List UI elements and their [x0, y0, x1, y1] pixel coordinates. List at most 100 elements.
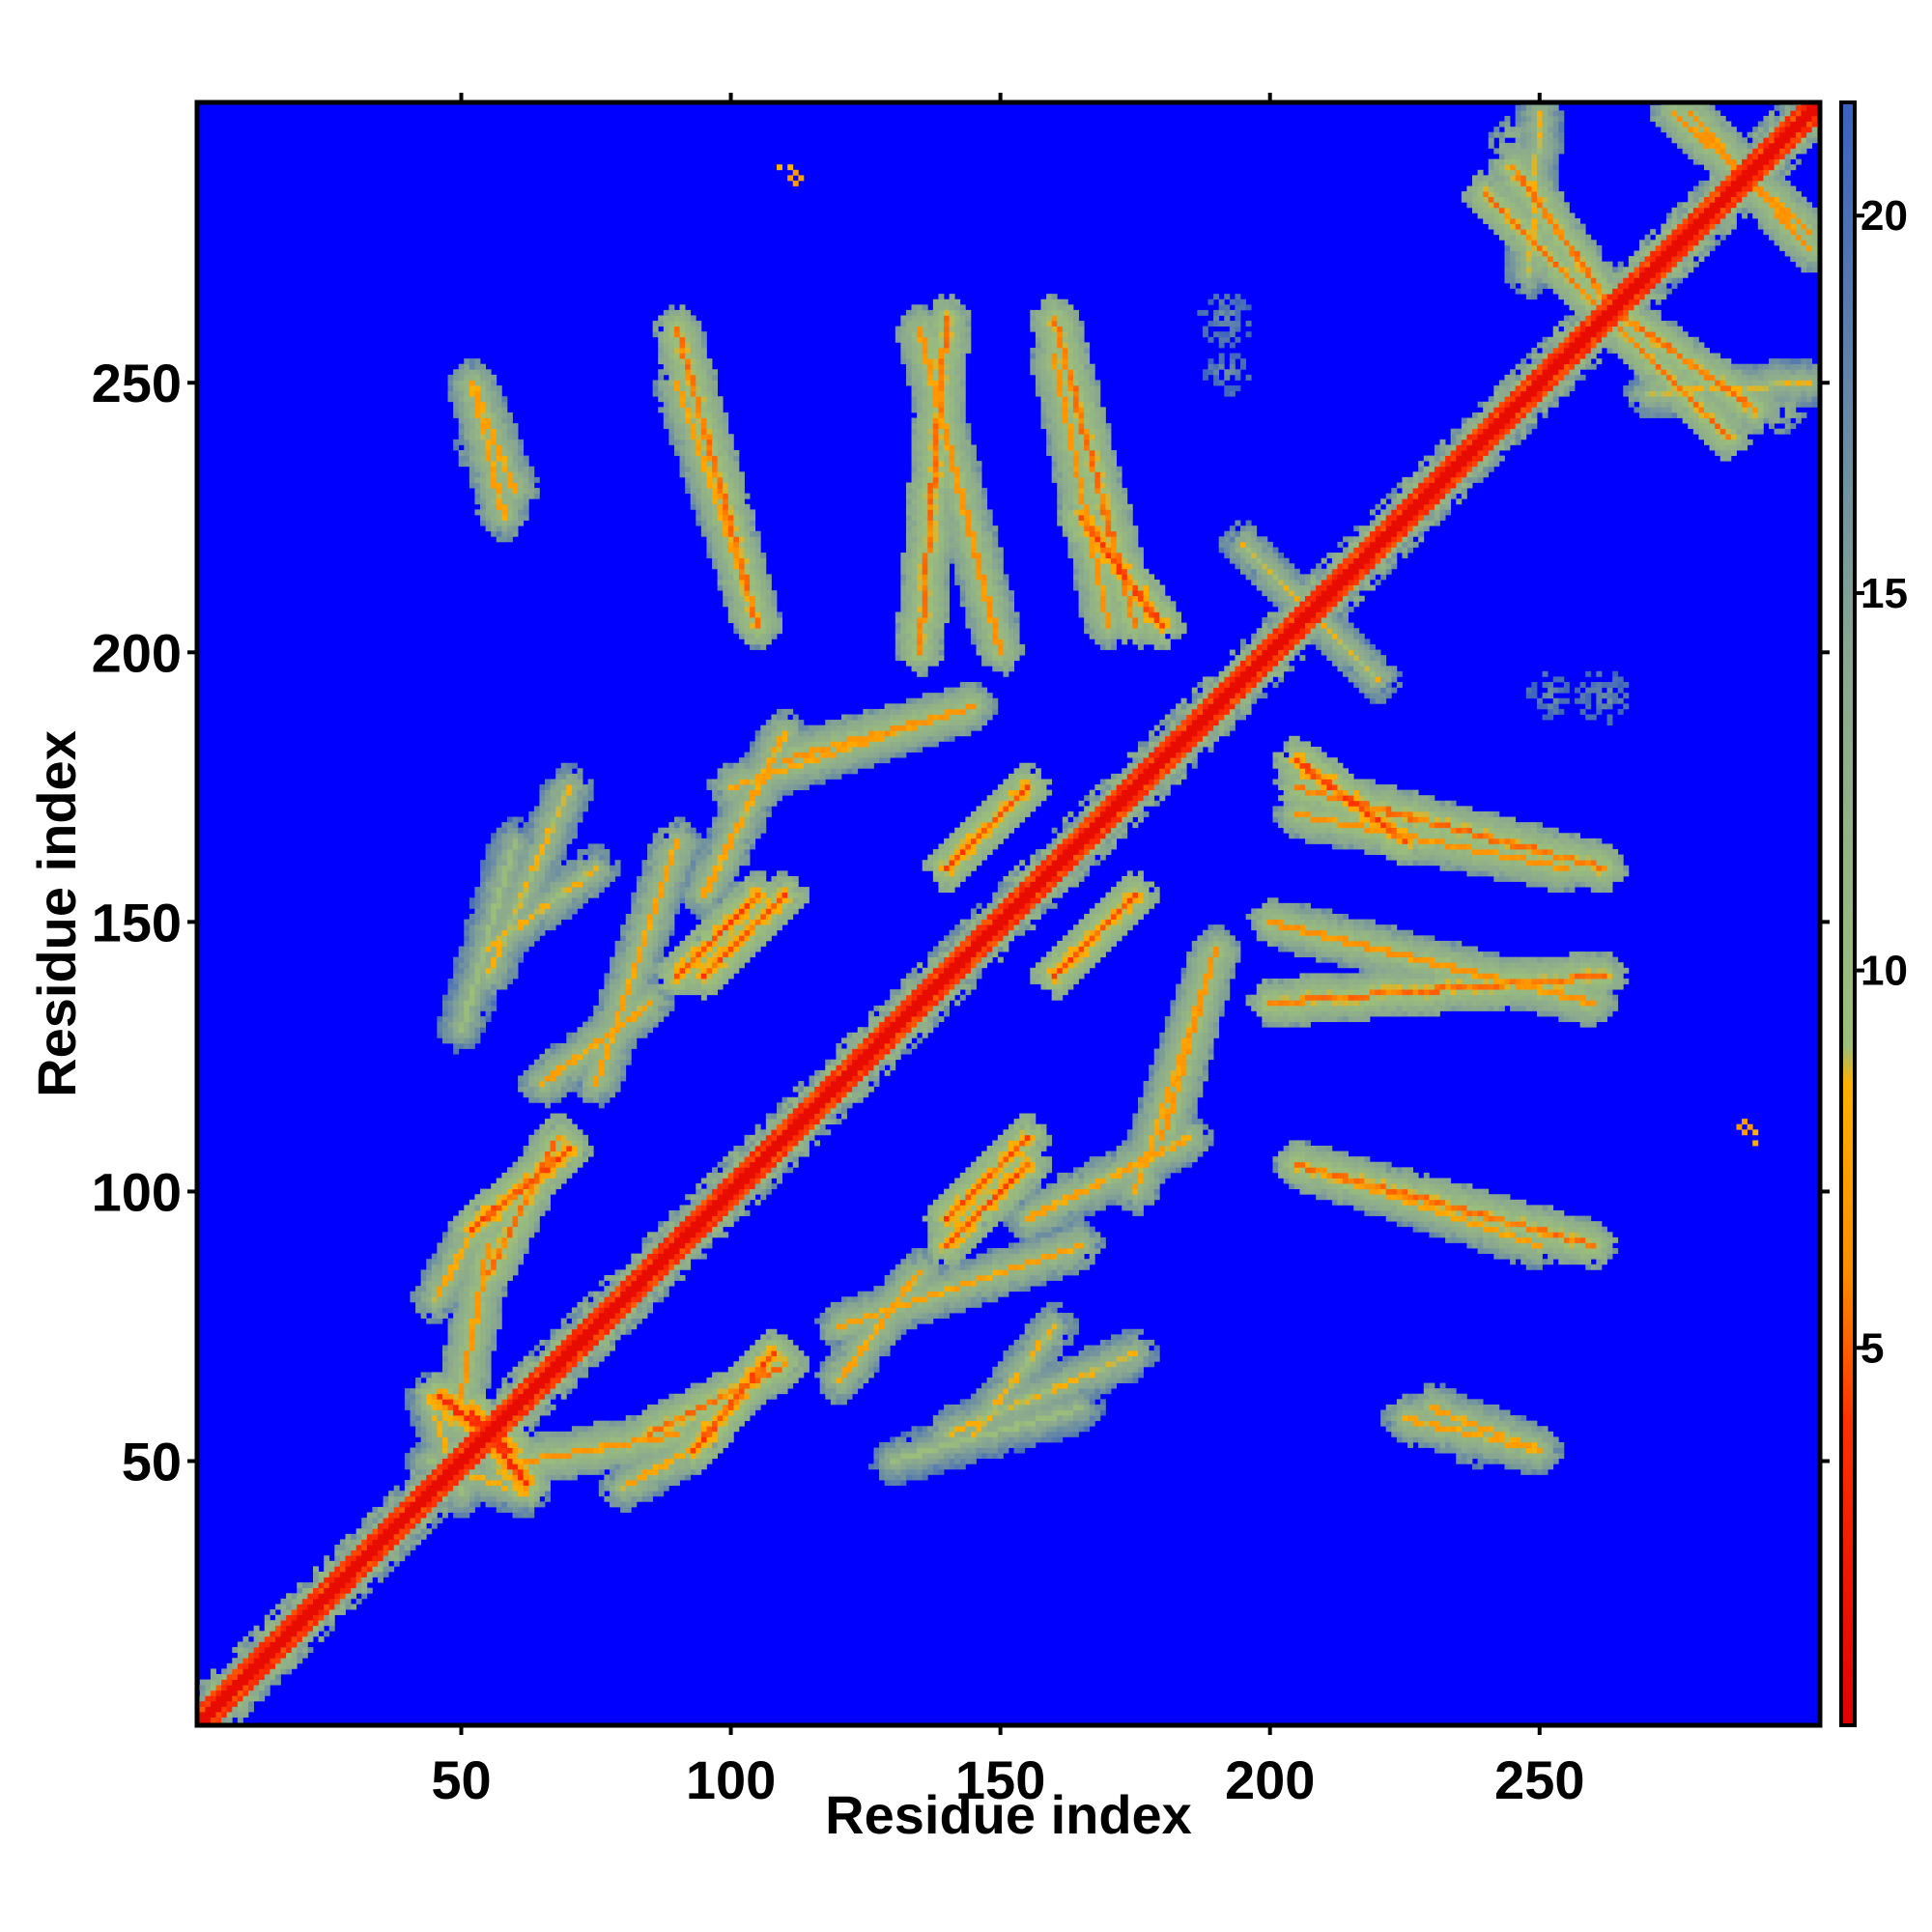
heatmap-cell — [286, 1593, 293, 1600]
heatmap-cell — [652, 1010, 659, 1017]
heatmap-cell — [539, 806, 546, 812]
heatmap-cell — [560, 1323, 567, 1330]
heatmap-cell — [377, 1577, 384, 1583]
heatmap-cell — [447, 1426, 454, 1433]
heatmap-cell — [587, 1313, 594, 1319]
heatmap-cell — [420, 1274, 427, 1281]
heatmap-cell — [480, 1436, 486, 1443]
heatmap-cell — [512, 1501, 519, 1508]
heatmap-cell — [566, 897, 573, 904]
heatmap-cell — [485, 417, 492, 424]
heatmap-cell — [545, 1199, 551, 1206]
heatmap-cell — [673, 1274, 680, 1281]
heatmap-cell — [253, 1685, 260, 1691]
heatmap-cell — [560, 1156, 567, 1163]
heatmap-cell — [598, 1345, 605, 1351]
heatmap-cell — [539, 1161, 546, 1168]
heatmap-cell — [555, 1453, 562, 1460]
heatmap-cell — [679, 466, 686, 472]
heatmap-cell — [696, 1409, 702, 1416]
heatmap-cell — [566, 1123, 573, 1130]
heatmap-cell — [437, 1296, 443, 1303]
heatmap-cell — [566, 1059, 573, 1065]
heatmap-cell — [679, 455, 686, 462]
heatmap-cell — [512, 1194, 519, 1201]
heatmap-cell — [248, 1673, 254, 1680]
heatmap-cell — [458, 1393, 465, 1400]
heatmap-cell — [480, 1378, 486, 1383]
heatmap-cell — [441, 1399, 448, 1406]
heatmap-cell — [712, 919, 718, 925]
heatmap-cell — [539, 1441, 546, 1448]
heatmap-cell — [286, 1647, 293, 1654]
heatmap-cell — [712, 412, 718, 418]
heatmap-cell — [469, 924, 475, 931]
heatmap-cell — [328, 1587, 335, 1594]
heatmap-cell — [469, 1248, 475, 1255]
heatmap-cell — [706, 1226, 713, 1233]
heatmap-cell — [555, 902, 562, 909]
heatmap-cell — [469, 1037, 475, 1044]
heatmap-cell — [313, 1571, 319, 1577]
heatmap-cell — [280, 1604, 287, 1610]
heatmap-cell — [458, 989, 465, 996]
heatmap-cell — [431, 1409, 438, 1416]
heatmap-cell — [485, 1474, 492, 1481]
heatmap-cell — [647, 1480, 654, 1487]
heatmap-cell — [679, 1468, 686, 1475]
heatmap-cell — [658, 1253, 665, 1260]
heatmap-cell — [696, 390, 702, 397]
heatmap-cell — [453, 1366, 460, 1373]
heatmap-cell — [609, 1037, 615, 1044]
heatmap-cell — [647, 1301, 654, 1308]
heatmap-cell — [598, 1042, 605, 1049]
heatmap-cell — [441, 1501, 448, 1508]
heatmap-cell — [518, 1236, 525, 1243]
heatmap-cell — [242, 1673, 249, 1680]
heatmap-cell — [673, 897, 680, 904]
heatmap-cell — [539, 1474, 546, 1481]
heatmap-cell — [480, 471, 486, 478]
heatmap-cell — [700, 1209, 707, 1216]
heatmap-cell — [447, 1291, 454, 1297]
heatmap-cell — [480, 450, 486, 456]
heatmap-cell — [700, 1221, 707, 1228]
heatmap-cell — [426, 1280, 433, 1287]
heatmap-cell — [372, 1528, 379, 1535]
heatmap-cell — [491, 1280, 497, 1287]
heatmap-cell — [593, 865, 600, 871]
heatmap-cell — [696, 875, 702, 882]
heatmap-cell — [663, 1485, 669, 1492]
heatmap-cell — [620, 1037, 627, 1044]
heatmap-cell — [658, 838, 665, 844]
heatmap-cell — [550, 854, 556, 861]
heatmap-cell — [658, 914, 665, 920]
heatmap-cell — [577, 1075, 583, 1082]
heatmap-cell — [501, 1420, 508, 1427]
heatmap-cell — [706, 914, 713, 920]
heatmap-cell — [474, 1345, 481, 1351]
heatmap-cell — [636, 1269, 642, 1276]
heatmap-cell — [641, 1415, 648, 1422]
heatmap-cell — [555, 1350, 562, 1357]
heatmap-cell — [523, 1172, 529, 1179]
heatmap-cell — [242, 1690, 249, 1696]
heatmap-cell — [485, 1339, 492, 1346]
heatmap-cell — [518, 1382, 525, 1389]
heatmap-cell — [297, 1604, 303, 1610]
heatmap-cell — [533, 897, 540, 904]
heatmap-cell — [690, 875, 696, 882]
heatmap-cell — [652, 1404, 659, 1410]
heatmap-cell — [696, 514, 702, 521]
heatmap-cell — [685, 1205, 692, 1211]
heatmap-cell — [404, 1393, 411, 1400]
heatmap-cell — [447, 1345, 454, 1351]
heatmap-cell — [652, 994, 659, 1001]
heatmap-cell — [566, 1350, 573, 1357]
heatmap-cell — [441, 1005, 448, 1011]
heatmap-cell — [598, 1436, 605, 1443]
heatmap-cell — [453, 1221, 460, 1228]
heatmap-cell — [566, 860, 573, 867]
heatmap-cell — [598, 1480, 605, 1487]
heatmap-cell — [545, 1485, 551, 1492]
